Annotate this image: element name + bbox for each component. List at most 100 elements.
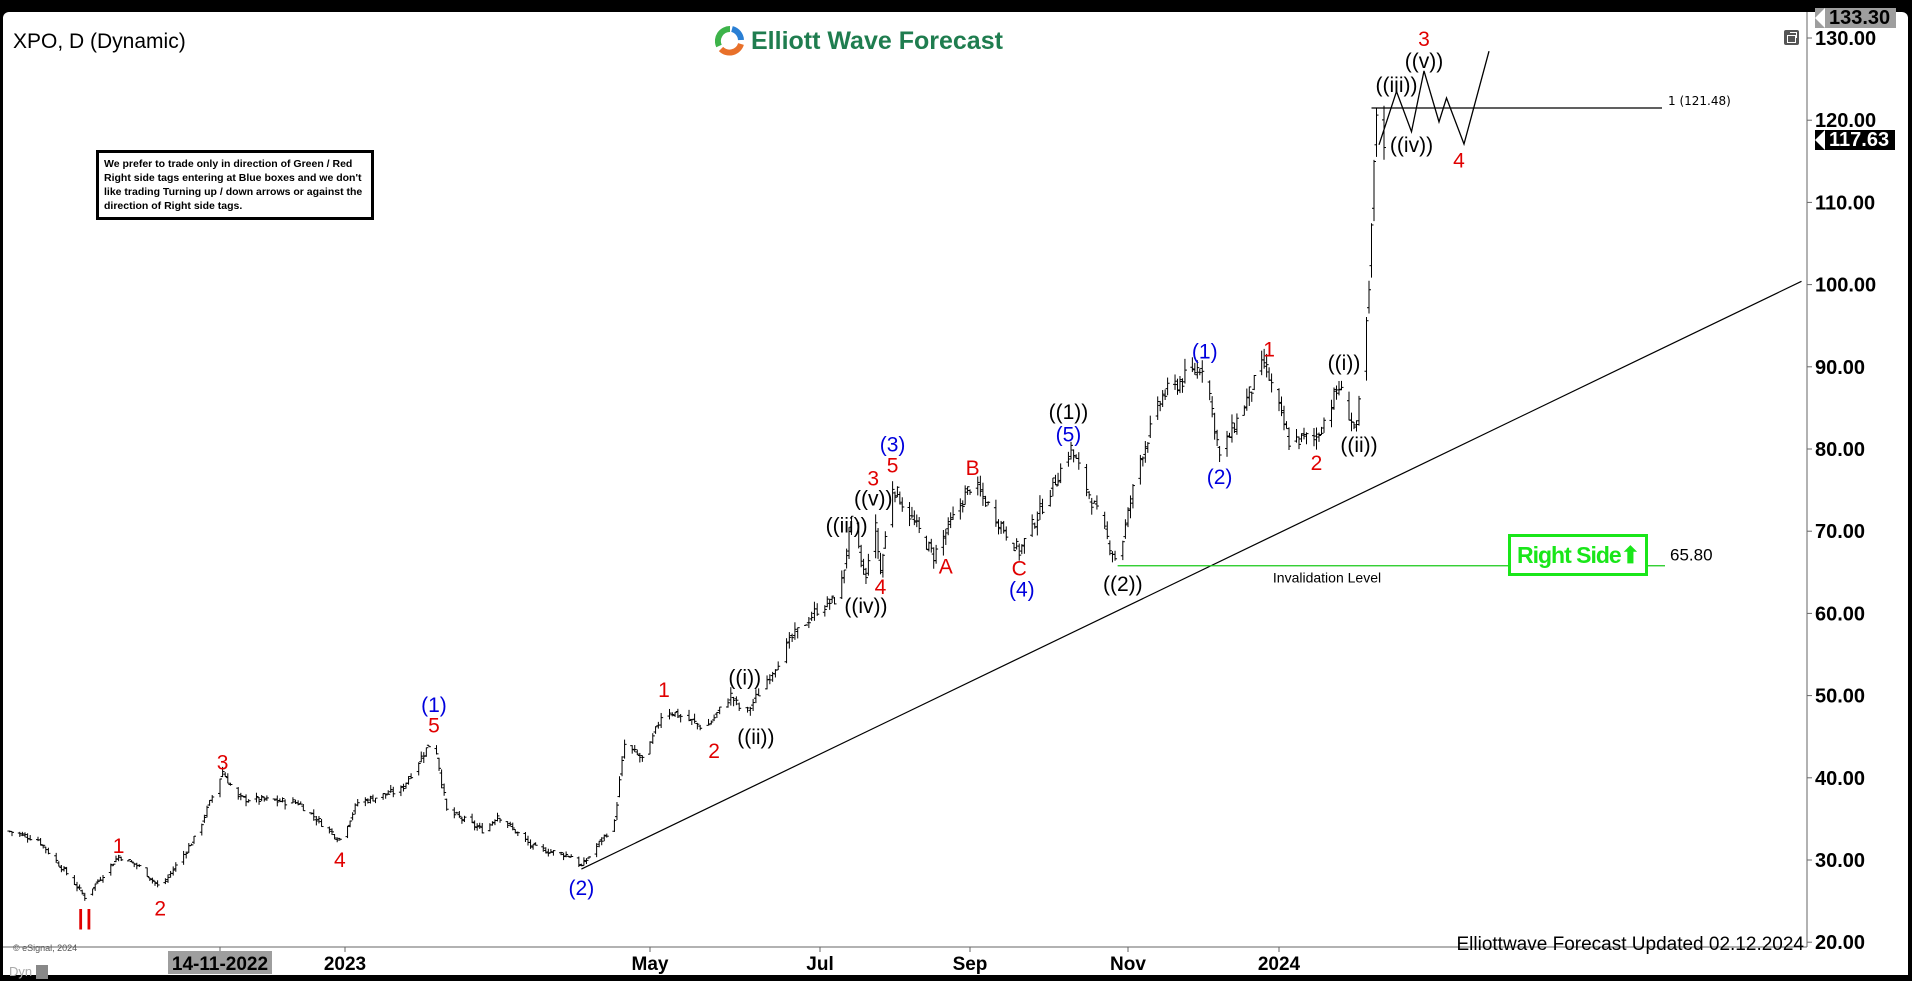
price-bar [1367, 280, 1371, 314]
price-bar [1048, 490, 1053, 507]
price-bar [1105, 521, 1110, 540]
price-bar [437, 757, 442, 771]
price-bar [714, 711, 719, 718]
price-bar [1066, 451, 1071, 467]
price-bar [391, 786, 396, 798]
price-bar [56, 861, 61, 867]
price-bar [1030, 514, 1035, 537]
price-bar [442, 783, 447, 796]
price-bar [1215, 429, 1220, 447]
wave-label: ((v)) [1405, 50, 1443, 73]
price-bar [825, 596, 830, 608]
price-bar [673, 711, 678, 717]
price-bar [1123, 519, 1128, 539]
price-bar [462, 815, 467, 823]
price-bar [617, 776, 622, 798]
price-bar [406, 776, 411, 785]
price-bar [147, 877, 152, 881]
price-bar [335, 837, 340, 843]
wave-label: C [1012, 557, 1027, 580]
y-tick-label: 130.00 [1815, 28, 1876, 50]
price-bar [119, 856, 124, 862]
wave-label: 3 [1418, 28, 1430, 51]
price-bar [272, 798, 277, 801]
price-bar [1299, 433, 1304, 443]
price-bar [416, 762, 421, 776]
price-bar [712, 714, 717, 722]
price-bar [728, 687, 733, 706]
price-bar [1317, 432, 1321, 442]
chart-title: XPO, D (Dynamic) [13, 30, 186, 53]
arrow-up-icon: ⬆ [1620, 542, 1640, 568]
price-bar [171, 866, 176, 876]
price-bar [960, 500, 965, 513]
price-bar [620, 756, 625, 777]
price-bar [526, 835, 530, 846]
logo: Elliott Wave Forecast [715, 26, 1003, 56]
price-bar [827, 598, 832, 610]
price-bar [137, 864, 142, 867]
price-bar [207, 799, 212, 806]
price-bar [1110, 551, 1115, 563]
wave-label: ((2)) [1103, 573, 1143, 596]
copyright: © eSignal, 2024 [13, 943, 78, 953]
price-bar [873, 514, 878, 559]
price-bar [439, 769, 444, 789]
price-bar [1175, 378, 1180, 395]
price-bar [1089, 497, 1094, 515]
price-bar [951, 506, 956, 520]
price-bar [737, 702, 742, 711]
price-bar [709, 720, 714, 725]
price-bar [999, 520, 1004, 534]
price-bar [480, 823, 485, 834]
price-bar [1084, 463, 1089, 497]
x-tick-label: 14-11-2022 [172, 954, 268, 975]
price-bar [220, 766, 225, 778]
wave-label: 5 [428, 714, 440, 737]
price-bar [1163, 389, 1168, 401]
price-bar [1252, 374, 1257, 391]
wave-label: ((ii)) [1340, 434, 1377, 457]
x-tick-label: Sep [953, 954, 988, 975]
price-bar [64, 866, 69, 876]
price-bar [1287, 427, 1291, 451]
right-side-label: Right Side [1517, 542, 1622, 568]
price-bar [806, 616, 811, 629]
dyn-indicator[interactable]: Dyn [9, 964, 49, 979]
price-bar [1177, 376, 1182, 394]
wave-label: ((1)) [1049, 401, 1089, 424]
price-bar [264, 795, 269, 801]
price-bar [1014, 538, 1019, 550]
price-chart[interactable]: 20.00 30.00 40.00 50.00 60.00 70.00 80.00 90.00… [3, 12, 1908, 975]
price-bar [296, 800, 301, 806]
price-bar [181, 850, 186, 865]
price-bar [1262, 348, 1267, 369]
price-bar [17, 831, 22, 837]
price-bar [280, 797, 285, 803]
price-bar [452, 807, 457, 819]
price-bar [533, 842, 538, 846]
price-bar [421, 752, 426, 764]
price-bar [993, 499, 998, 527]
price-bar [622, 739, 627, 759]
price-bar [1382, 105, 1386, 160]
wave-label: (1) [1192, 340, 1218, 363]
price-bar [155, 880, 160, 888]
price-bar [943, 528, 948, 545]
price-bar [1001, 520, 1006, 534]
wave-label: 3 [867, 467, 879, 490]
wave-label: 2 [708, 740, 720, 763]
price-bar [900, 497, 905, 512]
restore-window-icon[interactable] [1784, 30, 1799, 45]
wave-label: 1 [113, 835, 125, 858]
price-bar [246, 799, 251, 803]
price-bar [893, 491, 897, 503]
price-bar [1264, 353, 1269, 378]
price-bar [241, 795, 246, 798]
x-tick-label: Nov [1110, 954, 1146, 975]
price-bar [543, 847, 548, 854]
price-bar [202, 814, 207, 823]
invalidation-value: 65.80 [1670, 546, 1713, 565]
lock-icon[interactable] [36, 964, 49, 979]
price-bar [1126, 507, 1130, 528]
